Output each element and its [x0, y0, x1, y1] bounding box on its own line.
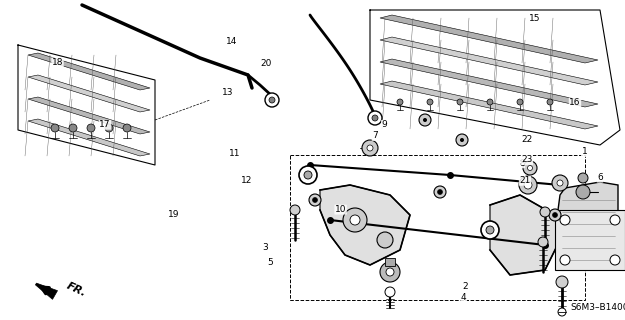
- Text: 17: 17: [99, 120, 111, 129]
- Circle shape: [419, 114, 431, 126]
- Polygon shape: [36, 283, 58, 299]
- Text: 1: 1: [581, 148, 587, 156]
- Circle shape: [528, 165, 532, 171]
- Circle shape: [560, 255, 570, 265]
- Text: 8: 8: [519, 159, 525, 168]
- Circle shape: [523, 161, 537, 175]
- Polygon shape: [28, 53, 150, 90]
- Circle shape: [385, 287, 395, 297]
- Circle shape: [558, 308, 566, 316]
- Polygon shape: [380, 15, 598, 63]
- Circle shape: [438, 189, 442, 195]
- Circle shape: [343, 208, 367, 232]
- Circle shape: [557, 180, 563, 186]
- Polygon shape: [380, 37, 598, 85]
- Text: 13: 13: [222, 88, 234, 97]
- Circle shape: [299, 166, 317, 184]
- Polygon shape: [28, 75, 150, 112]
- Circle shape: [456, 134, 468, 146]
- Circle shape: [367, 145, 373, 151]
- Polygon shape: [380, 59, 598, 107]
- Text: 23: 23: [521, 156, 532, 164]
- Circle shape: [304, 171, 312, 179]
- Text: 21: 21: [519, 176, 531, 185]
- Circle shape: [538, 237, 548, 247]
- Text: 6: 6: [597, 173, 603, 182]
- Circle shape: [368, 111, 382, 125]
- Text: 15: 15: [529, 14, 540, 23]
- Bar: [555, 210, 625, 270]
- Text: 11: 11: [229, 149, 240, 158]
- Circle shape: [350, 215, 360, 225]
- Text: 22: 22: [521, 135, 532, 144]
- Text: 10: 10: [335, 205, 346, 214]
- Text: 16: 16: [569, 98, 581, 107]
- Text: 12: 12: [241, 176, 252, 185]
- Circle shape: [552, 212, 558, 218]
- Text: 2: 2: [462, 282, 469, 291]
- Circle shape: [576, 185, 590, 199]
- Circle shape: [397, 99, 403, 105]
- Circle shape: [481, 221, 499, 239]
- Text: S6M3–B1400: S6M3–B1400: [570, 303, 625, 313]
- Circle shape: [540, 207, 550, 217]
- Circle shape: [377, 232, 393, 248]
- Circle shape: [380, 262, 400, 282]
- Circle shape: [519, 176, 537, 194]
- Circle shape: [460, 138, 464, 142]
- Polygon shape: [320, 185, 410, 265]
- Circle shape: [423, 118, 427, 122]
- Text: 3: 3: [262, 244, 269, 252]
- Polygon shape: [28, 97, 150, 134]
- Text: 20: 20: [260, 60, 271, 68]
- Text: 14: 14: [226, 37, 237, 46]
- Circle shape: [362, 140, 378, 156]
- Polygon shape: [558, 182, 618, 270]
- Polygon shape: [28, 119, 150, 156]
- Circle shape: [434, 186, 446, 198]
- Circle shape: [560, 215, 570, 225]
- Circle shape: [69, 124, 77, 132]
- Circle shape: [427, 99, 433, 105]
- Circle shape: [269, 97, 275, 103]
- Text: 18: 18: [52, 58, 63, 67]
- Circle shape: [51, 124, 59, 132]
- Polygon shape: [380, 81, 598, 129]
- Circle shape: [556, 276, 568, 288]
- Circle shape: [105, 124, 113, 132]
- Circle shape: [312, 197, 318, 203]
- Text: 9: 9: [381, 120, 388, 129]
- Text: 4: 4: [461, 293, 466, 302]
- Circle shape: [309, 194, 321, 206]
- Circle shape: [265, 93, 279, 107]
- Circle shape: [123, 124, 131, 132]
- Bar: [290, 155, 585, 300]
- Circle shape: [578, 173, 588, 183]
- Circle shape: [386, 268, 394, 276]
- Circle shape: [517, 99, 523, 105]
- Circle shape: [487, 99, 493, 105]
- Circle shape: [457, 99, 463, 105]
- Bar: [385, 258, 395, 266]
- Text: 7: 7: [372, 132, 378, 140]
- Circle shape: [290, 205, 300, 215]
- Circle shape: [87, 124, 95, 132]
- Text: FR.: FR.: [65, 281, 88, 299]
- Polygon shape: [490, 195, 560, 275]
- Circle shape: [610, 215, 620, 225]
- Circle shape: [486, 226, 494, 234]
- Circle shape: [547, 99, 553, 105]
- Circle shape: [549, 209, 561, 221]
- Text: 5: 5: [267, 258, 273, 267]
- Circle shape: [524, 181, 532, 189]
- Circle shape: [610, 255, 620, 265]
- Text: 19: 19: [168, 210, 179, 219]
- Circle shape: [552, 175, 568, 191]
- Circle shape: [372, 115, 378, 121]
